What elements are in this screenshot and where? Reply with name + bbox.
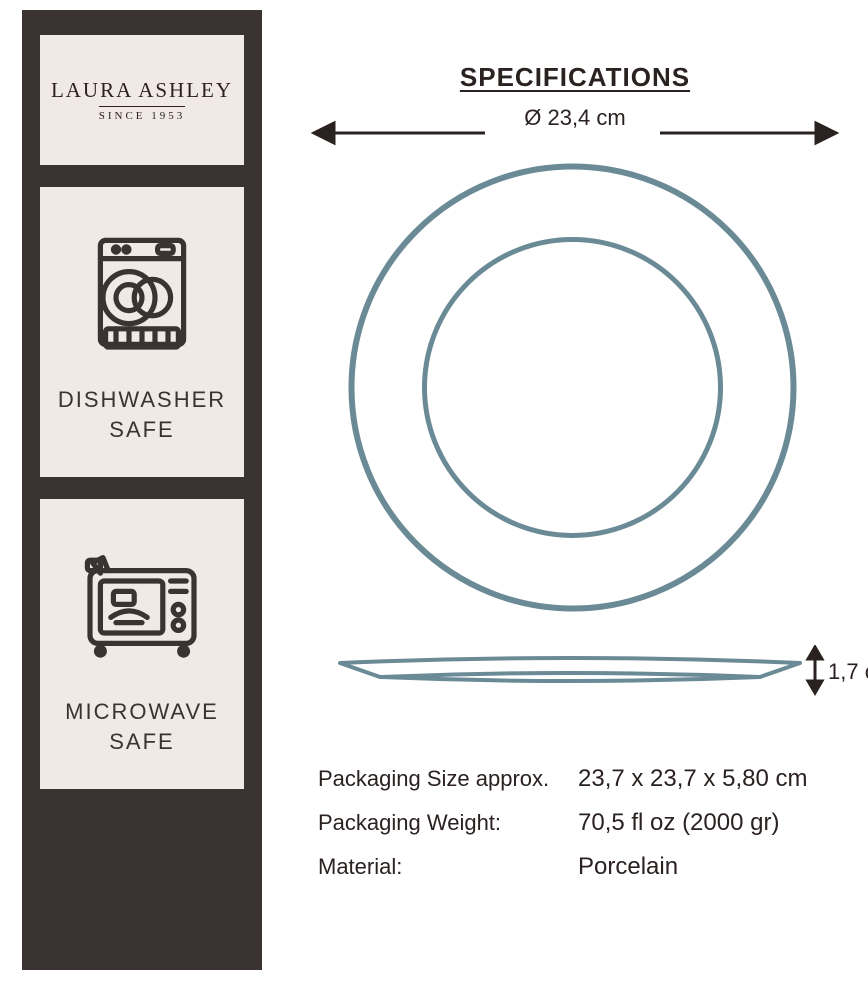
spec-key: Material:: [318, 854, 578, 880]
feature-label-line: MICROWAVE: [65, 699, 219, 724]
feature-label-line: SAFE: [109, 417, 174, 442]
brand-logo-panel: LAURA ASHLEY SINCE 1953: [40, 35, 244, 165]
feature-dishwasher-panel: DISHWASHER SAFE: [40, 187, 244, 477]
height-label: 1,7 cm: [828, 659, 868, 685]
height-arrow-icon: [805, 645, 825, 697]
spec-value: Porcelain: [578, 853, 678, 881]
diameter-arrow-icon: [310, 111, 840, 151]
microwave-icon: [72, 537, 212, 677]
sidebar: LAURA ASHLEY SINCE 1953: [22, 10, 262, 970]
spec-key: Packaging Weight:: [318, 810, 578, 836]
plate-side-view: 1,7 cm: [330, 645, 860, 705]
spec-value: 23,7 x 23,7 x 5,80 cm: [578, 765, 807, 793]
feature-label-line: DISHWASHER: [58, 387, 226, 412]
feature-label-line: SAFE: [109, 729, 174, 754]
spec-row: Packaging Size approx. 23,7 x 23,7 x 5,8…: [318, 765, 848, 793]
spec-value: 70,5 fl oz (2000 gr): [578, 809, 779, 837]
main-content: SPECIFICATIONS Ø 23,4 cm: [290, 0, 860, 1000]
spec-key: Packaging Size approx.: [318, 766, 578, 792]
spec-table: Packaging Size approx. 23,7 x 23,7 x 5,8…: [318, 765, 848, 897]
plate-side-view-diagram: [330, 645, 810, 695]
feature-microwave-panel: MICROWAVE SAFE: [40, 499, 244, 789]
brand-tagline: SINCE 1953: [99, 106, 186, 122]
dishwasher-icon: [72, 225, 212, 365]
brand-name: LAURA ASHLEY: [51, 78, 233, 103]
diameter-dimension: Ø 23,4 cm: [310, 105, 840, 145]
plate-top-view-diagram: [345, 160, 800, 615]
feature-microwave-label: MICROWAVE SAFE: [65, 697, 219, 756]
spec-row: Packaging Weight: 70,5 fl oz (2000 gr): [318, 809, 848, 837]
feature-dishwasher-label: DISHWASHER SAFE: [58, 385, 226, 444]
spec-row: Material: Porcelain: [318, 853, 848, 881]
specifications-heading: SPECIFICATIONS: [290, 62, 860, 93]
